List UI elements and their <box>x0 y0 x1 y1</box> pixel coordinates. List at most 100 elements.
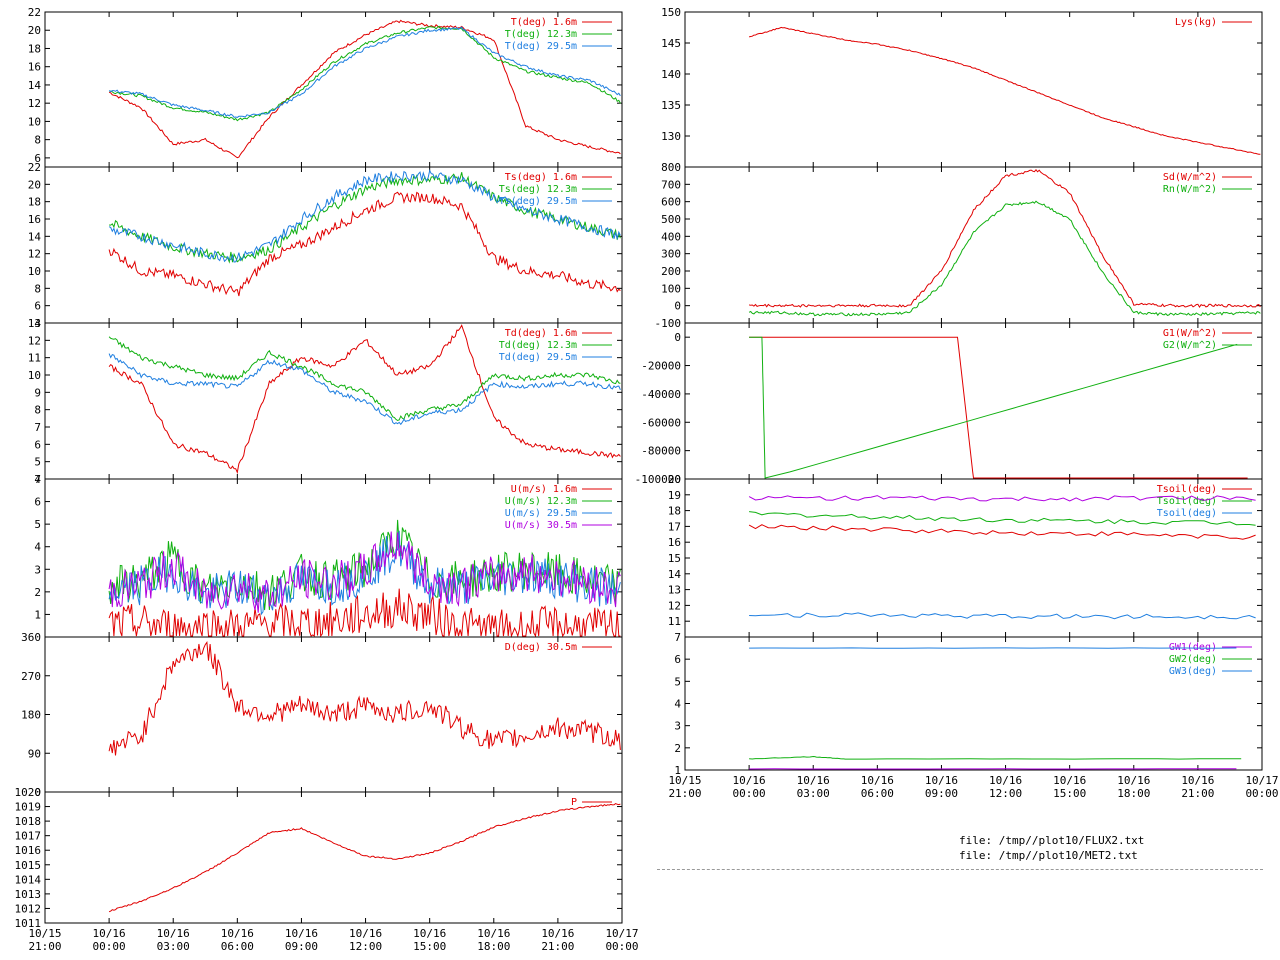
series-line <box>749 511 1256 526</box>
x-tick-time: 06:00 <box>221 940 254 953</box>
x-tick-time: 15:00 <box>1053 787 1086 800</box>
y-tick-label: 1018 <box>15 815 42 828</box>
series-line <box>109 25 621 122</box>
legend-label: Ts(deg) 1.6m <box>505 172 577 183</box>
y-tick-label: 1 <box>674 764 681 777</box>
x-tick-date: 10/16 <box>733 774 766 787</box>
y-tick-label: 130 <box>661 130 681 143</box>
panel-r1: 130 135 140 145 150 Lys(kg) <box>661 6 1263 168</box>
y-tick-label: 1019 <box>15 801 42 814</box>
y-tick-label: 20 <box>28 24 41 37</box>
y-tick-label: 12 <box>28 334 41 347</box>
y-tick-label: 0 <box>674 300 681 313</box>
y-tick-label: 22 <box>28 6 41 19</box>
series-line <box>748 524 1256 540</box>
x-tick-time: 06:00 <box>861 787 894 800</box>
series-line <box>749 336 1248 479</box>
x-tick-time: 00:00 <box>605 940 638 953</box>
y-tick-label: 1020 <box>15 786 42 799</box>
x-tick-date: 10/16 <box>285 927 318 940</box>
legend-label: GW2(deg) <box>1169 654 1217 665</box>
y-tick-label: 1015 <box>15 859 42 872</box>
legend-label: Ts(deg) 29.5m <box>499 196 577 207</box>
y-tick-label: 1012 <box>15 902 42 915</box>
series-line <box>108 353 621 426</box>
y-tick-label: 18 <box>28 42 41 55</box>
legend-label: GW1(deg) <box>1169 642 1217 653</box>
x-tick-date: 10/16 <box>1053 774 1086 787</box>
legend-label: T(deg) 29.5m <box>505 41 577 52</box>
legend-label: P <box>571 797 577 808</box>
legend-label: Tsoil(deg) <box>1157 496 1217 507</box>
series-line <box>748 200 1261 317</box>
legend-label: Ts(deg) 12.3m <box>499 184 577 195</box>
legend-label: Lys(kg) <box>1175 17 1217 28</box>
y-tick-label: 145 <box>661 37 681 50</box>
panel-r3: -100000 -80000 -60000 -40000 -20000 0 G1(W/m^2… <box>635 322 1263 486</box>
y-tick-label: 7 <box>34 473 41 486</box>
y-tick-label: 4 <box>34 317 41 330</box>
legend-label: Tsoil(deg) <box>1157 508 1217 519</box>
y-tick-label: 700 <box>661 178 681 191</box>
x-tick-time: 18:00 <box>1117 787 1150 800</box>
y-tick-label: -20000 <box>641 360 681 373</box>
legend-label: GW3(deg) <box>1169 666 1217 677</box>
plot-frame <box>44 791 623 924</box>
legend-label: U(m/s) 29.5m <box>505 508 577 519</box>
series-line <box>748 169 1261 309</box>
y-tick-label: 4 <box>674 698 681 711</box>
y-tick-label: 16 <box>668 536 681 549</box>
panel-r4: 11121314151617181920Tsoil(deg)Tsoil(deg)… <box>668 473 1263 638</box>
y-tick-label: 1017 <box>15 830 42 843</box>
y-tick-label: 150 <box>661 6 681 19</box>
panel-r2: -100 0 100 200 300 400 500 600 700 800 Sd(W/m^2)Rn… <box>655 161 1263 330</box>
y-tick-label: 12 <box>28 97 41 110</box>
legend-label: G2(W/m^2) <box>1163 340 1217 351</box>
y-tick-label: 11 <box>668 615 681 628</box>
x-tick-time: 09:00 <box>925 787 958 800</box>
x-tick-date: 10/15 <box>28 927 61 940</box>
panel-l1: 6 8 10 12 14 16 18 20 22 T(deg) 1.6mT(deg) 12.3mT… <box>28 6 623 168</box>
y-tick-label: 6 <box>34 300 41 313</box>
x-tick-date: 10/16 <box>861 774 894 787</box>
y-tick-label: 22 <box>28 161 41 174</box>
y-tick-label: 18 <box>28 196 41 209</box>
legend-label: D(deg) 30.5m <box>505 642 577 653</box>
y-tick-label: 10 <box>28 115 41 128</box>
y-tick-label: 2 <box>34 586 41 599</box>
y-tick-label: 15 <box>668 552 681 565</box>
legend-label: U(m/s) 12.3m <box>505 496 577 507</box>
separator-line <box>657 869 1263 870</box>
y-tick-label: 100 <box>661 282 681 295</box>
y-tick-label: 13 <box>28 317 41 330</box>
x-tick-date: 10/16 <box>221 927 254 940</box>
y-tick-label: 8 <box>34 134 41 147</box>
x-tick-time: 00:00 <box>733 787 766 800</box>
y-tick-label: 12 <box>668 599 681 612</box>
y-tick-label: 300 <box>661 248 681 261</box>
y-tick-label: 90 <box>28 747 41 760</box>
x-tick-time: 18:00 <box>477 940 510 953</box>
x-tick-time: 21:00 <box>1181 787 1214 800</box>
y-tick-label: 20 <box>668 473 681 486</box>
y-tick-label: -40000 <box>641 388 681 401</box>
panel-l5: 0 90 180 270 360 D(deg) 30.5m <box>21 631 623 799</box>
panel-l4: 1 2 3 4 5 6 7 U(m/s) 1.6mU(m/s) 12.3mU(m/s) 29.… <box>34 473 623 638</box>
y-tick-label: 8 <box>34 282 41 295</box>
series-line <box>749 612 1256 620</box>
x-tick-date: 10/16 <box>925 774 958 787</box>
y-tick-label: 13 <box>668 584 681 597</box>
x-tick-date: 10/16 <box>349 927 382 940</box>
x-tick-date: 10/17 <box>605 927 638 940</box>
x-tick-time: 21:00 <box>668 787 701 800</box>
series-line <box>749 755 1242 760</box>
y-tick-label: 135 <box>661 99 681 112</box>
legend-label: G1(W/m^2) <box>1163 328 1217 339</box>
series-line <box>108 336 621 422</box>
x-tick-date: 10/16 <box>1181 774 1214 787</box>
y-tick-label: 16 <box>28 213 41 226</box>
x-tick-date: 10/16 <box>989 774 1022 787</box>
